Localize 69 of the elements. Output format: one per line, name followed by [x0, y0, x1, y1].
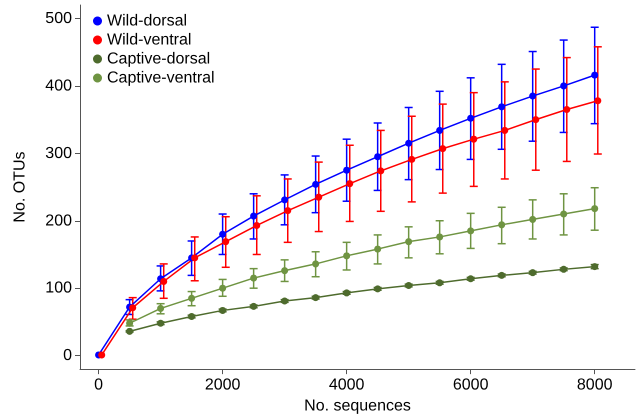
- point: [129, 304, 136, 312]
- point: [346, 180, 354, 188]
- point: [98, 351, 106, 358]
- point: [284, 207, 292, 214]
- y-tick-label: 100: [45, 280, 72, 297]
- point: [405, 238, 412, 246]
- point: [160, 278, 168, 285]
- point: [529, 216, 536, 223]
- point: [126, 328, 134, 335]
- legend-label: Wild-dorsal: [107, 12, 188, 30]
- legend-label: Captive-ventral: [107, 70, 215, 86]
- point: [532, 116, 540, 124]
- point: [467, 275, 474, 282]
- point: [281, 196, 288, 204]
- point: [436, 233, 444, 240]
- point: [191, 254, 198, 262]
- x-tick-label: 6000: [452, 376, 489, 394]
- point: [560, 210, 568, 218]
- point: [157, 304, 164, 312]
- point: [315, 194, 322, 201]
- point: [591, 205, 598, 212]
- point: [312, 294, 320, 302]
- y-tick-label: 400: [45, 77, 72, 94]
- x-tick-label: 8000: [576, 376, 613, 394]
- x-tick-label: 4000: [328, 376, 365, 394]
- point: [250, 274, 258, 282]
- x-tick-label: 0: [94, 376, 104, 394]
- legend-label: Captive-dorsal: [107, 50, 210, 68]
- point: [250, 302, 258, 310]
- x-axis-title: No. sequences: [304, 398, 411, 414]
- legend-label: Wild-ventral: [107, 32, 192, 48]
- point: [377, 167, 384, 174]
- point: [312, 260, 320, 268]
- point: [467, 227, 474, 234]
- point: [281, 267, 288, 274]
- point: [253, 222, 260, 229]
- point: [436, 126, 444, 134]
- point: [467, 114, 474, 122]
- point: [560, 82, 568, 90]
- point: [250, 212, 258, 220]
- point: [405, 140, 412, 147]
- point: [439, 145, 446, 152]
- point: [563, 106, 570, 114]
- y-tick-label: 300: [45, 144, 72, 162]
- point: [408, 156, 416, 163]
- point: [594, 97, 602, 104]
- point: [498, 103, 506, 110]
- point: [501, 126, 508, 134]
- point: [436, 279, 444, 286]
- point: [188, 294, 196, 302]
- point: [591, 72, 598, 79]
- point: [312, 180, 320, 188]
- y-tick-label: 500: [45, 10, 72, 27]
- x-tick-label: 2000: [204, 376, 241, 394]
- point: [222, 238, 230, 246]
- point: [470, 136, 478, 143]
- point: [157, 320, 164, 327]
- point: [343, 166, 350, 174]
- point: [374, 153, 382, 160]
- y-tick-label: 200: [45, 212, 72, 230]
- point: [374, 246, 382, 253]
- y-tick-label: 0: [63, 347, 72, 364]
- point: [498, 221, 506, 228]
- point: [219, 284, 226, 292]
- y-axis-title: No. OTUs: [12, 151, 28, 223]
- point: [529, 92, 536, 100]
- point: [498, 272, 506, 279]
- point: [219, 230, 226, 238]
- point: [343, 252, 350, 260]
